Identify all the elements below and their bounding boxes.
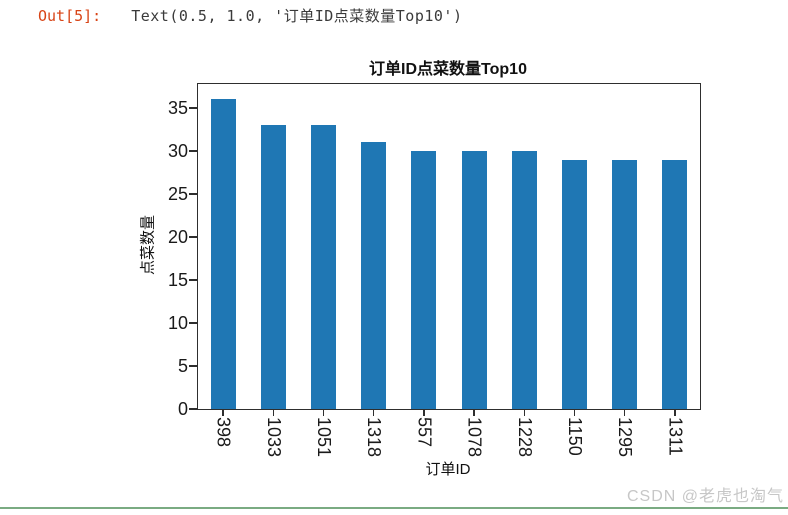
y-tick-label: 0 — [177, 399, 188, 419]
x-tick-label: 1033 — [263, 417, 284, 458]
x-tick-label: 1295 — [615, 417, 636, 458]
x-tick-mark — [473, 409, 475, 416]
plot-area: 0 5 10 15 20 25 30 35 398 1033 1051 1318 557 1078 1228… — [168, 83, 701, 457]
y-tick-label: 5 — [177, 356, 188, 376]
bar-1150 — [562, 159, 587, 409]
bar-1311 — [662, 159, 688, 409]
bar-1033 — [260, 125, 286, 409]
x-axis-label: 订单ID — [425, 461, 471, 478]
x-tick-mark — [372, 409, 375, 416]
y-tick-label: 30 — [167, 141, 188, 162]
x-tick-mark — [423, 409, 425, 416]
x-tick-mark — [674, 409, 676, 416]
x-tick-label: 1051 — [314, 417, 334, 458]
divider-line — [0, 507, 788, 509]
watermark-text: CSDN @老虎也淘气 — [626, 488, 784, 505]
x-tick-label: 1078 — [464, 417, 485, 458]
y-tick-label: 35 — [167, 98, 188, 119]
bar-1078 — [461, 151, 487, 409]
y-tick-label: 25 — [167, 184, 188, 205]
x-tick-label: 1150 — [565, 417, 585, 456]
bar-1318 — [361, 142, 387, 409]
x-tick-label: 1311 — [665, 417, 686, 456]
x-tick-mark — [222, 409, 224, 416]
output-cell: Out[5]: Text(0.5, 1.0, '订单ID点菜数量Top10') — [38, 6, 463, 26]
bar-557 — [411, 151, 437, 409]
x-tick-mark — [523, 409, 526, 416]
x-tick-label: 1228 — [514, 417, 535, 458]
y-tick-label: 15 — [167, 270, 188, 291]
chart-title: 订单ID点菜数量Top10 — [369, 61, 527, 78]
y-tick-mark — [188, 236, 197, 238]
y-tick-label: 20 — [167, 227, 188, 248]
y-tick-mark — [188, 279, 197, 281]
y-tick-mark — [188, 408, 197, 410]
x-tick-label: 1318 — [364, 417, 385, 458]
y-tick-mark — [188, 193, 197, 195]
out-prompt-label: Out[5]: — [38, 7, 102, 25]
y-tick-mark — [188, 322, 197, 324]
y-tick-mark — [188, 150, 197, 152]
x-tick-label: 398 — [213, 417, 234, 448]
x-tick-label: 557 — [414, 417, 435, 448]
bar-1295 — [612, 159, 638, 409]
out-result-text: Text(0.5, 1.0, '订单ID点菜数量Top10') — [131, 7, 463, 25]
x-tick-mark — [573, 409, 576, 416]
y-tick-mark — [188, 107, 197, 109]
x-tick-mark — [322, 409, 325, 416]
bar-1228 — [511, 151, 537, 409]
bar-398 — [210, 99, 236, 409]
x-tick-mark — [272, 409, 275, 416]
bar-1051 — [311, 125, 336, 409]
x-tick-mark — [623, 409, 626, 416]
y-tick-label: 10 — [167, 313, 188, 334]
y-tick-mark — [188, 365, 197, 367]
